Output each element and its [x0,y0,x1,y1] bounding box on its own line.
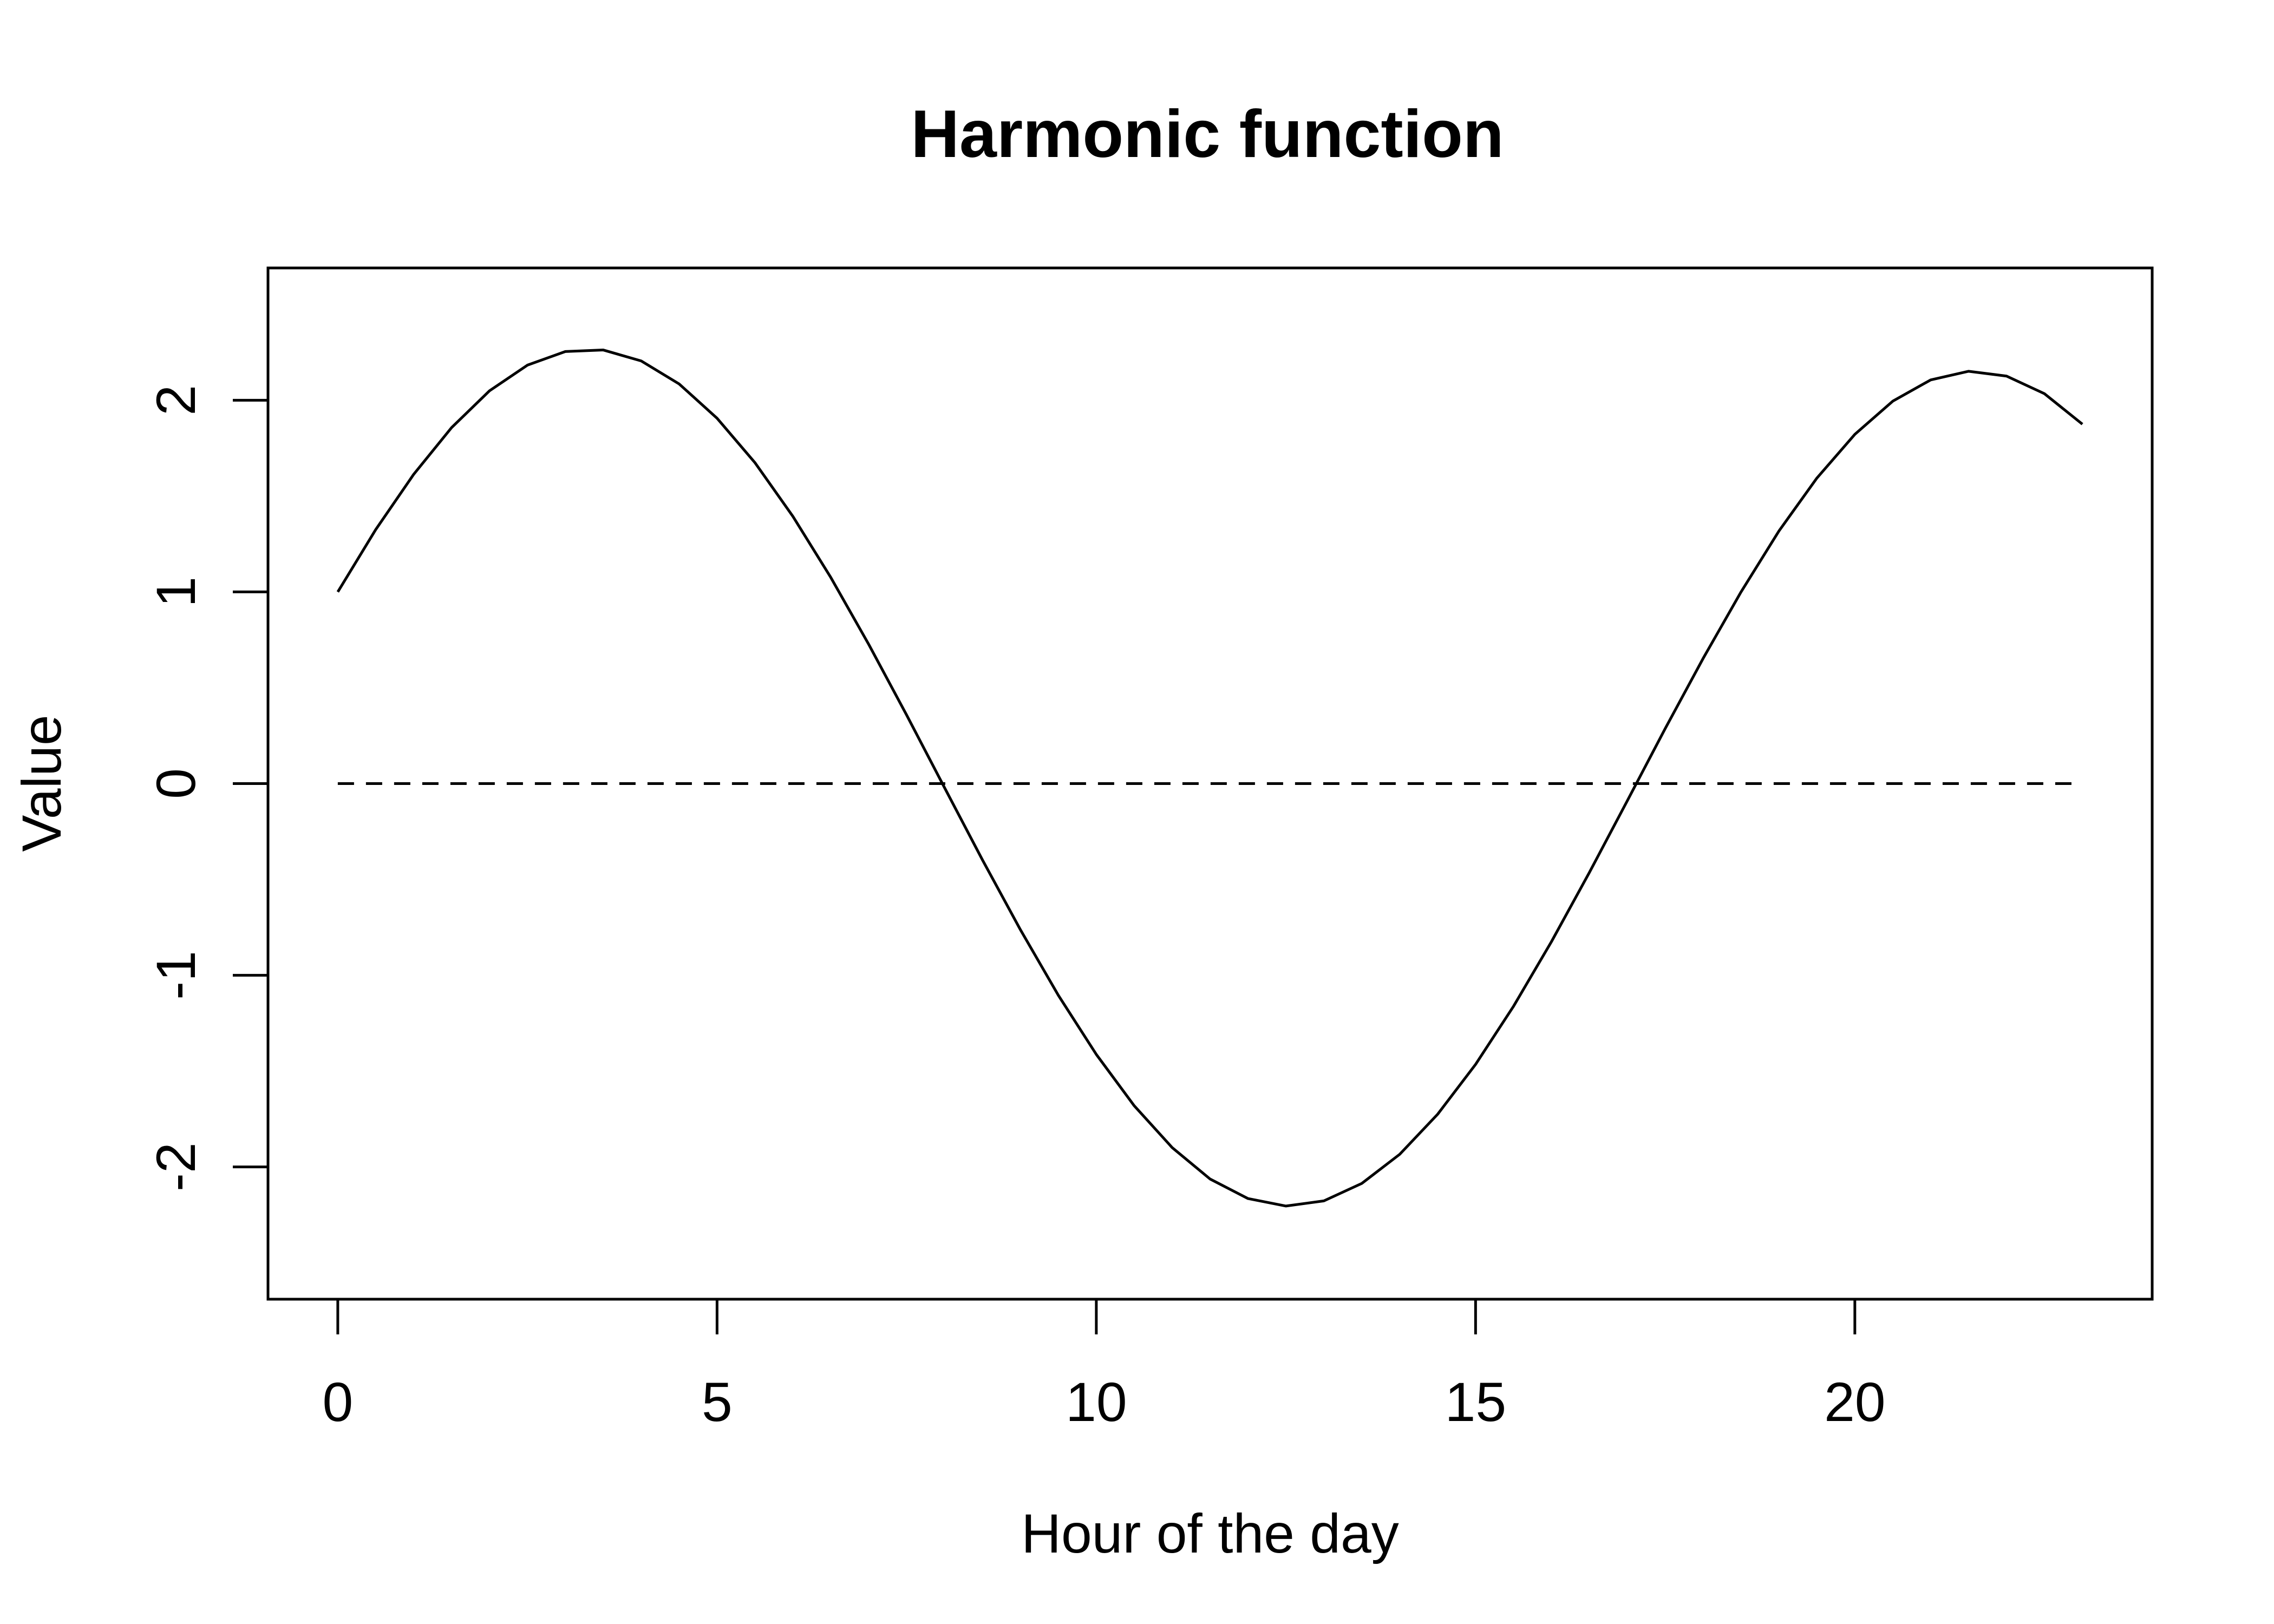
y-tick-label: 0 [145,768,207,799]
x-axis-label: Hour of the day [1021,1503,1399,1564]
y-tick-label: 1 [145,577,207,607]
y-tick-label: -2 [145,1142,207,1191]
series-layer [336,349,2083,1208]
x-tick-label: 10 [1066,1371,1127,1433]
y-tick-label: -1 [145,951,207,1000]
x-tick-label: 20 [1824,1371,1885,1433]
x-tick-label: 15 [1445,1371,1506,1433]
series-line [336,349,2083,1208]
chart-title: Harmonic function [911,97,1504,172]
x-tick-label: 5 [702,1371,733,1433]
y-axis-label: Value [11,715,73,852]
x-axis: 0 5 10 15 20 [323,1298,1886,1433]
y-axis: -2 -1 0 1 2 [145,385,270,1191]
y-tick-label: 2 [145,385,207,416]
x-tick-label: 0 [323,1371,354,1433]
